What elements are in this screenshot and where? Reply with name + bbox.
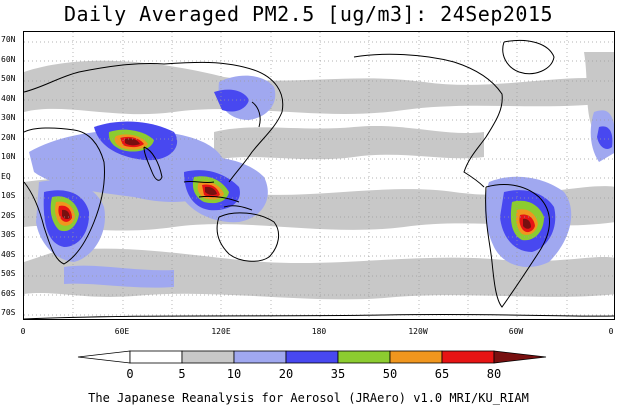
lon-label-120e: 120E xyxy=(211,327,231,336)
colorbar-arrow-high xyxy=(493,350,547,364)
colorbar-arrow-low xyxy=(77,350,131,364)
pm25-level-5-10 xyxy=(24,52,614,300)
colorbar-segment-10-20 xyxy=(233,350,287,364)
lat-label-20n: 20N xyxy=(1,133,16,142)
lat-label-40n: 40N xyxy=(1,94,16,103)
colorbar-segment-50-65 xyxy=(389,350,443,364)
colorbar-tick-35: 35 xyxy=(331,367,345,380)
lon-label-180: 180 xyxy=(311,327,327,336)
colorbar-segment-0-5 xyxy=(129,350,183,364)
colorbar-tick-0: 0 xyxy=(126,367,133,380)
colorbar-tick-10: 10 xyxy=(227,367,241,380)
colorbar-tick-65: 65 xyxy=(435,367,449,380)
lat-label-60n: 60N xyxy=(1,55,16,64)
colorbar-tick-80: 80 xyxy=(487,367,501,380)
lat-label-50s: 50S xyxy=(1,269,16,278)
colorbar-segment-20-35 xyxy=(285,350,339,364)
graticule xyxy=(24,32,614,319)
lon-label-0-right: 0 xyxy=(608,327,614,336)
colorbar-tick-50: 50 xyxy=(383,367,397,380)
footer-credit: The Japanese Reanalysis for Aerosol (JRA… xyxy=(88,391,529,405)
colorbar-segment-5-10 xyxy=(181,350,235,364)
lat-label-40s: 40S xyxy=(1,250,16,259)
colorbar-segment-65-80 xyxy=(441,350,495,364)
lat-label-30s: 30S xyxy=(1,230,16,239)
lat-label-70s: 70S xyxy=(1,308,16,317)
lat-label-20s: 20S xyxy=(1,211,16,220)
colorbar-segment-35-50 xyxy=(337,350,391,364)
lat-label-30n: 30N xyxy=(1,113,16,122)
lat-label-70n: 70N xyxy=(1,35,16,44)
lat-label-10n: 10N xyxy=(1,152,16,161)
lat-label-10s: 10S xyxy=(1,191,16,200)
colorbar-tick-5: 5 xyxy=(178,367,185,380)
lon-label-0-left: 0 xyxy=(20,327,26,336)
map-title: Daily Averaged PM2.5 [ug/m3]: 24Sep2015 xyxy=(63,2,554,26)
lat-label-50n: 50N xyxy=(1,74,16,83)
pm25-map-svg xyxy=(24,32,614,319)
colorbar-svg: 0 5 10 20 35 50 65 80 xyxy=(77,350,547,381)
lon-label-60e: 60E xyxy=(114,327,130,336)
lon-label-60w: 60W xyxy=(508,327,524,336)
colorbar-tick-20: 20 xyxy=(279,367,293,380)
coastlines xyxy=(24,39,614,319)
lat-label-eq: EQ xyxy=(1,172,11,181)
lat-label-60s: 60S xyxy=(1,289,16,298)
world-map xyxy=(23,31,615,320)
colorbar: 0 5 10 20 35 50 65 80 xyxy=(0,350,617,381)
lon-label-120w: 120W xyxy=(408,327,428,336)
